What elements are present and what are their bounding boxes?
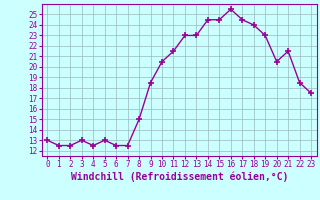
X-axis label: Windchill (Refroidissement éolien,°C): Windchill (Refroidissement éolien,°C) [70, 172, 288, 182]
